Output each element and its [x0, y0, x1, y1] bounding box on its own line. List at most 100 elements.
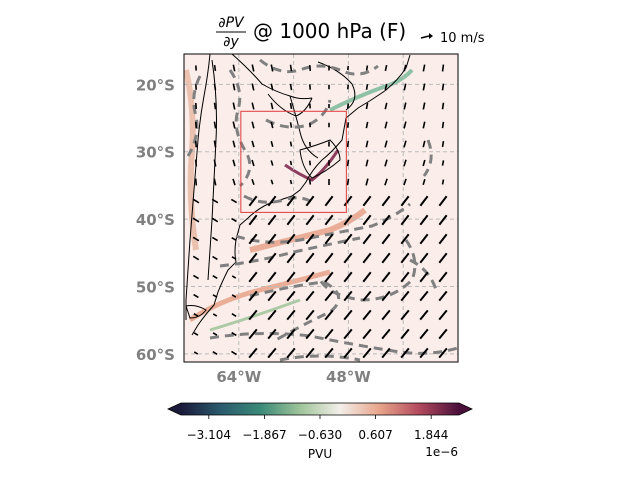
- shading-band-shelf: [249, 207, 367, 253]
- wind-vector: [267, 195, 277, 207]
- wind-vector: [400, 271, 410, 283]
- wind-vector: [400, 233, 410, 245]
- wind-vector: [400, 252, 410, 264]
- wind-vector: [251, 102, 255, 110]
- wind-vector: [362, 252, 372, 264]
- wind-vector: [194, 159, 198, 167]
- contour-11: [279, 354, 361, 362]
- lon-tick-label: 64°W: [216, 368, 261, 386]
- lat-tick-label: 60°S: [136, 346, 175, 364]
- wind-vector: [289, 83, 293, 91]
- map-panel: [183, 53, 459, 363]
- shading-band-plata: [284, 149, 340, 182]
- wind-vector: [438, 328, 448, 340]
- contour-5: [243, 194, 317, 206]
- wind-vector: [192, 217, 200, 223]
- lat-tick-label: 20°S: [136, 76, 175, 94]
- wind-vector: [286, 290, 296, 302]
- wind-vector: [403, 121, 407, 129]
- wind-vector: [192, 274, 200, 280]
- wind-vector: [343, 271, 353, 283]
- quiver-key: 10 m/s: [420, 31, 485, 46]
- wind-vector: [286, 271, 296, 283]
- wind-vector: [441, 140, 445, 148]
- wind-vector: [192, 198, 200, 204]
- contour-6: [235, 202, 411, 244]
- title-denominator: ∂y: [223, 34, 239, 50]
- border-bolivia-paraguay: [231, 54, 313, 100]
- wind-vector: [441, 102, 445, 110]
- wind-vector: [305, 347, 315, 359]
- wind-vector: [270, 160, 274, 166]
- wind-vector: [305, 252, 315, 264]
- wind-vector: [343, 214, 353, 226]
- wind-vector: [270, 102, 274, 110]
- border-brazil-interior: [317, 61, 356, 111]
- wind-vector: [286, 214, 296, 226]
- wind-vector: [213, 83, 217, 91]
- wind-vector: [267, 290, 277, 302]
- wind-vector: [305, 214, 315, 226]
- wind-vector: [251, 121, 255, 129]
- wind-vector: [270, 140, 274, 148]
- wind-vector: [384, 159, 388, 167]
- wind-vector: [213, 178, 217, 186]
- wind-vector: [343, 233, 353, 245]
- wind-vector: [248, 290, 258, 302]
- wind-vector: [248, 195, 258, 207]
- wind-vector: [270, 83, 274, 91]
- wind-vector: [362, 233, 372, 245]
- wind-vector: [212, 294, 218, 298]
- contour-2: [228, 69, 252, 188]
- wind-vector: [362, 328, 372, 340]
- wind-vector: [267, 271, 277, 283]
- wind-vector: [251, 179, 255, 185]
- wind-vector: [213, 64, 217, 72]
- wind-vector: [212, 274, 218, 280]
- wind-vector: [308, 179, 312, 185]
- border-argentina-chile: [207, 59, 217, 281]
- wind-vector: [362, 195, 372, 207]
- wind-vector: [286, 328, 296, 340]
- title-suffix: @ 1000 hPa (F): [253, 19, 406, 43]
- tierra-del-fuego: [185, 305, 207, 319]
- wind-vector: [213, 140, 217, 148]
- wind-vector: [419, 347, 429, 359]
- wind-vector: [384, 83, 388, 91]
- wind-vector: [324, 328, 334, 340]
- wind-vector: [419, 328, 429, 340]
- wind-vector: [365, 159, 369, 167]
- wind-vector: [231, 350, 237, 356]
- wind-vector: [441, 179, 445, 185]
- wind-vector: [324, 309, 334, 321]
- wind-vector: [365, 65, 369, 71]
- wind-vector: [248, 271, 258, 283]
- wind-vector: [213, 102, 217, 110]
- wind-vector: [362, 214, 372, 226]
- wind-vector: [232, 83, 236, 91]
- wind-vector: [193, 312, 199, 318]
- wind-vector: [403, 140, 407, 148]
- coastlines: [185, 54, 411, 336]
- wind-vector: [346, 103, 350, 109]
- wind-vector: [324, 271, 334, 283]
- wind-vector: [213, 121, 217, 129]
- colorbar-tick-label: −3.104: [187, 428, 231, 442]
- colorbar-extend-low: [168, 403, 181, 415]
- wind-vector: [289, 141, 293, 147]
- lat-tick-label: 50°S: [136, 279, 175, 297]
- colorbar-label: PVU: [308, 447, 332, 461]
- wind-vector: [384, 178, 388, 186]
- wind-vector: [403, 64, 407, 72]
- wind-vector: [270, 64, 274, 72]
- wind-vector: [365, 84, 369, 90]
- wind-vector: [267, 233, 277, 245]
- wind-vector: [422, 121, 426, 129]
- wind-vector: [305, 271, 315, 283]
- wind-vector: [362, 271, 372, 283]
- wind-vector: [343, 195, 353, 207]
- wind-vector: [441, 83, 445, 91]
- wind-vector: [232, 178, 236, 186]
- wind-vector: [231, 256, 237, 260]
- wind-vector: [403, 159, 407, 167]
